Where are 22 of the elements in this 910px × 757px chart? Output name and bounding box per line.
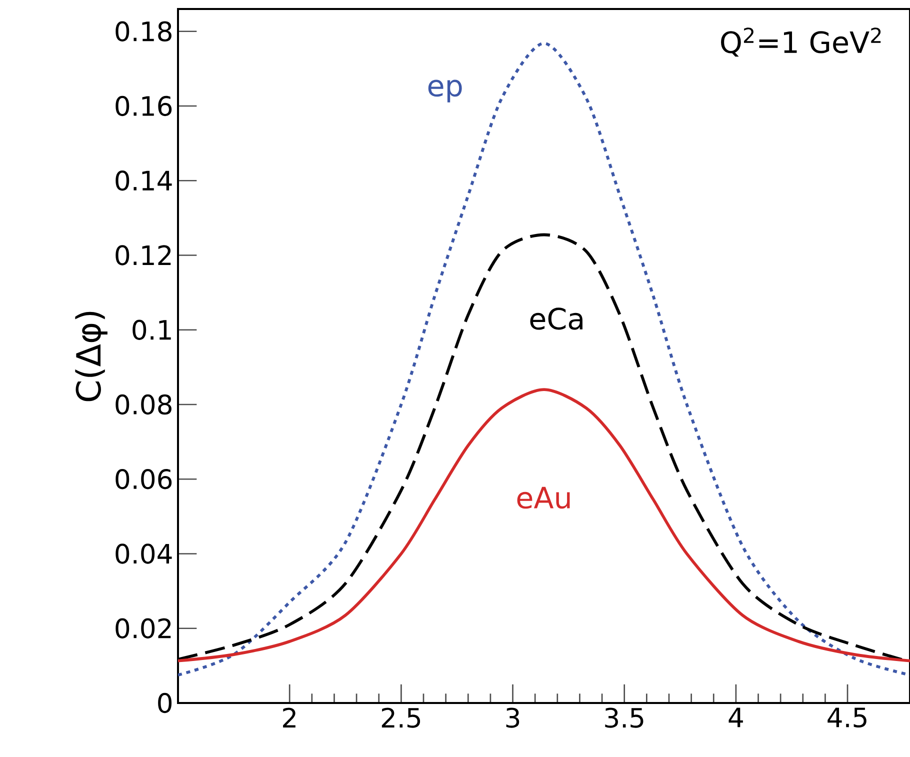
series-label: ep [428, 80, 462, 102]
x-tick-label: 2.5 [382, 708, 420, 728]
y-tick-label: 0.18 [116, 21, 172, 42]
x-tick-label: 2 [283, 708, 296, 728]
y-tick-label: 0.08 [116, 394, 172, 415]
x-tick-label: 3 [506, 708, 520, 728]
x-tick-label: 3.5 [605, 708, 644, 728]
line-series [178, 388, 910, 662]
y-tick-label: 0.02 [116, 618, 171, 638]
y-tick-label: 0.14 [116, 170, 172, 191]
y-tick-label: 0 [158, 692, 172, 714]
x-tick-label: 4 [728, 708, 743, 728]
y-tick-label: 0.04 [116, 544, 172, 564]
y-tick-label: 0.12 [116, 245, 171, 266]
series-label: eCa [530, 308, 582, 330]
y-tick-label: 0.06 [116, 469, 172, 490]
annotation: Q$^{2}$=1 GeV$^{2}$ [721, 28, 881, 57]
y-tick-label: 0.1 [132, 320, 171, 340]
x-tick-label: 4.5 [828, 708, 866, 728]
y-tick-label: 0.16 [116, 96, 172, 116]
text: eAu [517, 486, 570, 509]
y-axis-title: C(Δφ) [75, 312, 108, 402]
